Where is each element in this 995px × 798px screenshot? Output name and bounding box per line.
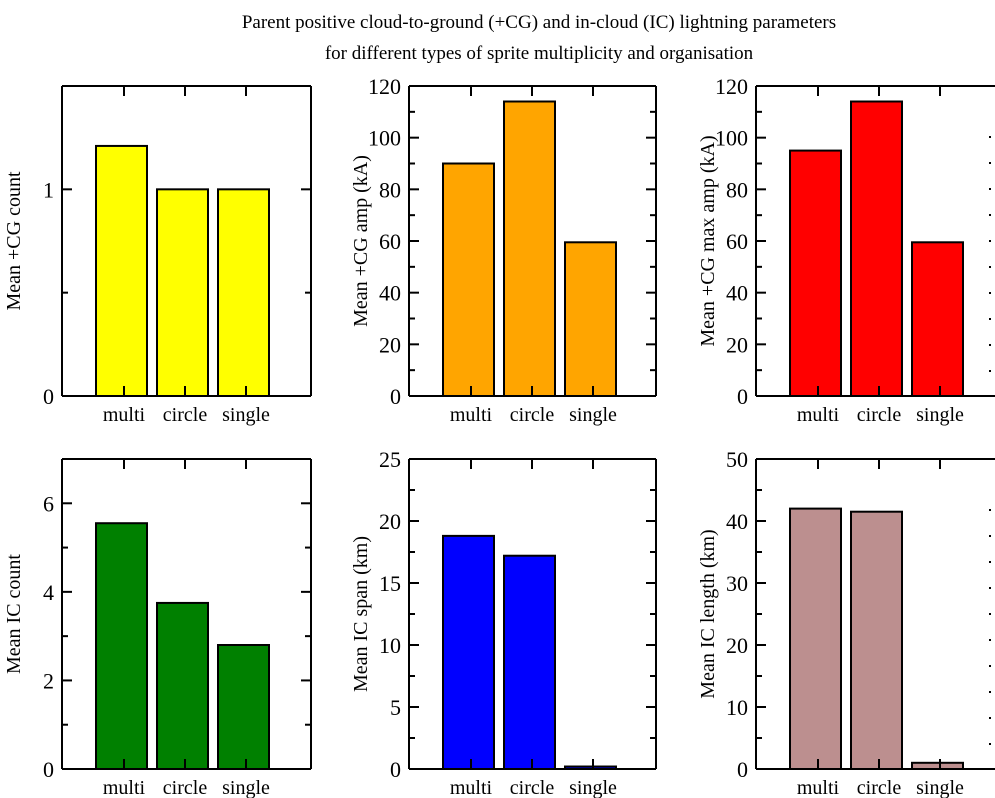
x-category-label-single: single: [222, 404, 270, 426]
chart-panel-5: 0 5 10 15 20 25 multi circle single Mean IC span …: [350, 447, 657, 798]
y-tick-label: 20: [379, 509, 401, 534]
bar-circle: [503, 554, 556, 770]
bar-single: [217, 644, 270, 770]
y-tick-label: 120: [715, 74, 748, 99]
x-category-label-circle: circle: [857, 404, 902, 426]
y-tick-label: 20: [379, 332, 401, 357]
y-tick-label: 50: [726, 447, 748, 472]
y-tick-label: 60: [726, 229, 748, 254]
y-tick-label: 20: [726, 633, 748, 658]
x-category-label-single: single: [569, 777, 617, 798]
y-tick-label: 120: [368, 74, 401, 99]
x-category-label-multi: multi: [450, 777, 493, 798]
y-tick-label: 5: [390, 695, 401, 720]
x-category-label-single: single: [916, 404, 964, 426]
figure-title-line-2: for different types of sprite multiplici…: [325, 43, 754, 64]
bar-circle: [850, 100, 903, 397]
y-tick-label: 10: [726, 695, 748, 720]
x-category-label-single: single: [916, 777, 964, 798]
y-tick-label: 4: [43, 580, 54, 605]
y-axis-label: Mean IC length (km): [697, 529, 719, 698]
x-category-label-circle: circle: [163, 404, 208, 426]
y-tick-label: 30: [726, 571, 748, 596]
x-category-label-multi: multi: [103, 777, 146, 798]
y-tick-label: 100: [715, 126, 748, 151]
y-tick-label: 40: [379, 281, 401, 306]
bar-multi: [442, 534, 495, 770]
y-tick-label: 60: [379, 229, 401, 254]
y-tick-label: 40: [726, 509, 748, 534]
y-tick-label: 0: [390, 384, 401, 409]
x-category-label-circle: circle: [510, 777, 555, 798]
x-category-label-multi: multi: [797, 404, 840, 426]
bar-circle: [503, 100, 556, 397]
x-category-label-circle: circle: [857, 777, 902, 798]
chart-panel-2: 0 20 40 60 80 100 120 multi circle single Mean +CG…: [350, 74, 657, 426]
y-tick-label: 10: [379, 633, 401, 658]
x-category-label-multi: multi: [450, 404, 493, 426]
x-category-label-multi: multi: [103, 404, 146, 426]
bar-circle: [156, 188, 209, 397]
bar-single: [217, 188, 270, 397]
chart-panel-3: 0 20 40 60 80 100 120 multi circle single Mean +CG…: [697, 74, 995, 426]
chart-panel-6: 0 10 20 30 40 50 multi circle single Mean IC leng…: [697, 447, 995, 798]
y-tick-label: 0: [737, 384, 748, 409]
bar-circle: [156, 601, 209, 771]
y-tick-label: 0: [43, 384, 54, 409]
figure-title-line-1: Parent positive cloud-to-ground (+CG) an…: [242, 12, 836, 33]
bar-multi: [442, 162, 495, 397]
y-tick-label: 80: [379, 177, 401, 202]
bar-multi: [789, 149, 842, 397]
y-tick-label: 0: [390, 757, 401, 782]
x-category-label-single: single: [222, 777, 270, 798]
y-axis-label: Mean +CG count: [3, 171, 25, 310]
chart-panel-1: 0 1 multi circle single Mean +CG count: [3, 85, 312, 426]
y-tick-label: 20: [726, 332, 748, 357]
y-axis-label: Mean IC count: [3, 554, 25, 674]
x-category-label-multi: multi: [797, 777, 840, 798]
x-category-label-single: single: [569, 404, 617, 426]
y-axis-label: Mean +CG max amp (kA): [697, 135, 719, 346]
y-tick-label: 40: [726, 281, 748, 306]
x-category-label-circle: circle: [163, 777, 208, 798]
bar-multi: [95, 522, 148, 771]
bar-circle: [850, 510, 903, 770]
y-tick-label: 0: [43, 757, 54, 782]
y-tick-label: 25: [379, 447, 401, 472]
bar-multi: [789, 507, 842, 770]
bar-multi: [95, 144, 148, 397]
y-tick-label: 6: [43, 491, 54, 516]
y-tick-label: 1: [43, 177, 54, 202]
y-axis-label: Mean IC span (km): [350, 536, 372, 692]
x-category-label-circle: circle: [510, 404, 555, 426]
y-tick-label: 80: [726, 177, 748, 202]
bar-single: [911, 241, 964, 397]
bar-single: [564, 241, 617, 397]
y-tick-label: 100: [368, 126, 401, 151]
y-axis-label: Mean +CG amp (kA): [350, 155, 372, 327]
y-tick-label: 15: [379, 571, 401, 596]
y-tick-label: 2: [43, 668, 54, 693]
y-tick-label: 0: [737, 757, 748, 782]
chart-panel-4: 0 2 4 6 multi circle single Mean IC count: [3, 458, 312, 798]
